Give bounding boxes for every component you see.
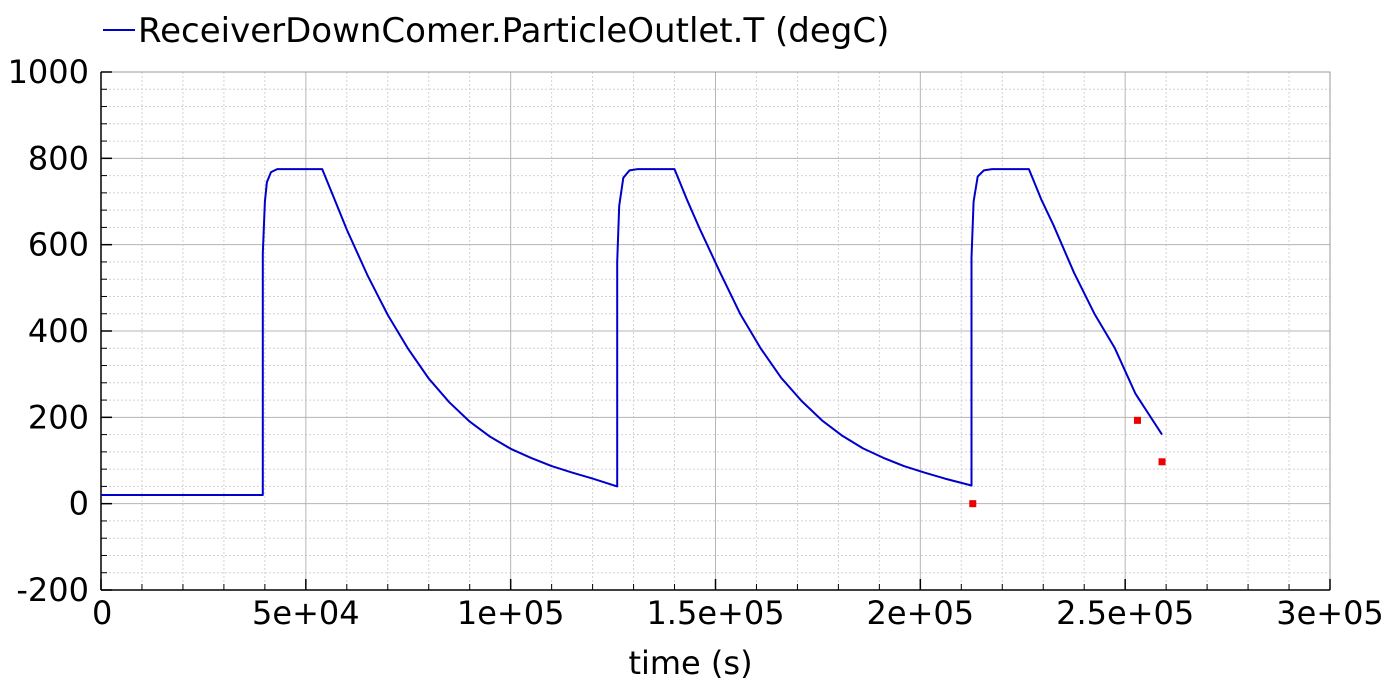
tick-labels: 0 5e+04 1e+05 1.5e+05 2e+05 2.5e+05 3e+05-2000… bbox=[8, 53, 1384, 632]
x-tick-label: 5e+04 bbox=[252, 594, 360, 632]
x-tick-label: 0 bbox=[92, 594, 112, 632]
series-layer bbox=[101, 168, 1163, 496]
x-tick-label: 2e+05 bbox=[867, 594, 975, 632]
y-tick-label: 200 bbox=[28, 398, 89, 436]
data-marker bbox=[1158, 458, 1166, 466]
marker-layer bbox=[969, 416, 1166, 508]
legend-label: ReceiverDownComer.ParticleOutlet.T (degC… bbox=[138, 11, 889, 51]
data-marker bbox=[969, 500, 977, 508]
x-axis-label: time (s) bbox=[628, 644, 752, 682]
y-tick-label: -200 bbox=[16, 571, 89, 609]
legend[interactable]: ReceiverDownComer.ParticleOutlet.T (degC… bbox=[103, 11, 889, 51]
x-tick-label: 2.5e+05 bbox=[1056, 594, 1194, 632]
x-tick-label: 1.5e+05 bbox=[646, 594, 784, 632]
x-tick-label: 3e+05 bbox=[1276, 594, 1384, 632]
y-tick-label: 800 bbox=[28, 139, 89, 177]
major-gridlines bbox=[100, 71, 1331, 591]
axis-ticks bbox=[100, 71, 1331, 591]
y-tick-label: 600 bbox=[28, 226, 89, 264]
data-marker bbox=[1133, 416, 1141, 424]
y-tick-label: 1000 bbox=[8, 53, 89, 91]
y-tick-label: 400 bbox=[28, 312, 89, 350]
x-tick-label: 1e+05 bbox=[457, 594, 565, 632]
y-tick-label: 0 bbox=[69, 485, 89, 523]
series-line bbox=[101, 168, 1163, 496]
